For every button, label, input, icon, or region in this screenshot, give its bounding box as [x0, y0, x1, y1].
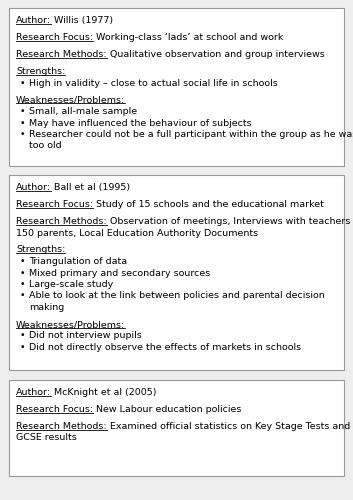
FancyBboxPatch shape: [9, 175, 344, 370]
FancyBboxPatch shape: [9, 8, 344, 166]
Text: Did not interview pupils: Did not interview pupils: [29, 332, 142, 340]
Text: Research Focus:: Research Focus:: [16, 200, 93, 209]
Text: May have influenced the behaviour of subjects: May have influenced the behaviour of sub…: [29, 118, 252, 128]
Text: High in validity – close to actual social life in schools: High in validity – close to actual socia…: [29, 78, 278, 88]
Text: Strengths:: Strengths:: [16, 67, 65, 76]
Text: •: •: [20, 118, 25, 128]
Text: Able to look at the link between policies and parental decision: Able to look at the link between policie…: [29, 292, 325, 300]
Text: Ball et al (1995): Ball et al (1995): [51, 183, 130, 192]
Text: •: •: [20, 332, 25, 340]
Text: GCSE results: GCSE results: [16, 434, 77, 442]
Text: making: making: [29, 303, 64, 312]
Text: Research Methods:: Research Methods:: [16, 217, 107, 226]
Text: Research Focus:: Research Focus:: [16, 405, 93, 414]
Text: New Labour education policies: New Labour education policies: [93, 405, 241, 414]
Text: Did not directly observe the effects of markets in schools: Did not directly observe the effects of …: [29, 343, 301, 352]
Text: Author:: Author:: [16, 388, 51, 397]
Text: •: •: [20, 78, 25, 88]
Text: Examined official statistics on Key Stage Tests and: Examined official statistics on Key Stag…: [107, 422, 350, 431]
Text: Research Methods:: Research Methods:: [16, 50, 107, 59]
Text: Study of 15 schools and the educational market: Study of 15 schools and the educational …: [93, 200, 324, 209]
Text: •: •: [20, 343, 25, 352]
Text: McKnight et al (2005): McKnight et al (2005): [51, 388, 157, 397]
Text: Author:: Author:: [16, 183, 51, 192]
Text: Willis (1977): Willis (1977): [51, 16, 113, 25]
Text: Research Methods:: Research Methods:: [16, 422, 107, 431]
Text: Working-class ‘lads’ at school and work: Working-class ‘lads’ at school and work: [93, 33, 283, 42]
Text: Weaknesses/Problems:: Weaknesses/Problems:: [16, 96, 125, 104]
Text: •: •: [20, 268, 25, 278]
Text: Small, all-male sample: Small, all-male sample: [29, 107, 137, 116]
Text: Observation of meetings, Interviews with teachers and: Observation of meetings, Interviews with…: [107, 217, 353, 226]
Text: Researcher could not be a full participant within the group as he was: Researcher could not be a full participa…: [29, 130, 353, 139]
Text: Qualitative observation and group interviews: Qualitative observation and group interv…: [107, 50, 324, 59]
Text: •: •: [20, 107, 25, 116]
Text: too old: too old: [29, 142, 62, 150]
Text: •: •: [20, 130, 25, 139]
Text: Large-scale study: Large-scale study: [29, 280, 113, 289]
Text: Author:: Author:: [16, 16, 51, 25]
Text: Triangulation of data: Triangulation of data: [29, 257, 127, 266]
Text: Strengths:: Strengths:: [16, 246, 65, 254]
Text: •: •: [20, 280, 25, 289]
FancyBboxPatch shape: [9, 380, 344, 476]
Text: •: •: [20, 257, 25, 266]
Text: Research Focus:: Research Focus:: [16, 33, 93, 42]
Text: Weaknesses/Problems:: Weaknesses/Problems:: [16, 320, 125, 329]
Text: 150 parents, Local Education Authority Documents: 150 parents, Local Education Authority D…: [16, 228, 258, 237]
Text: Mixed primary and secondary sources: Mixed primary and secondary sources: [29, 268, 210, 278]
Text: •: •: [20, 292, 25, 300]
